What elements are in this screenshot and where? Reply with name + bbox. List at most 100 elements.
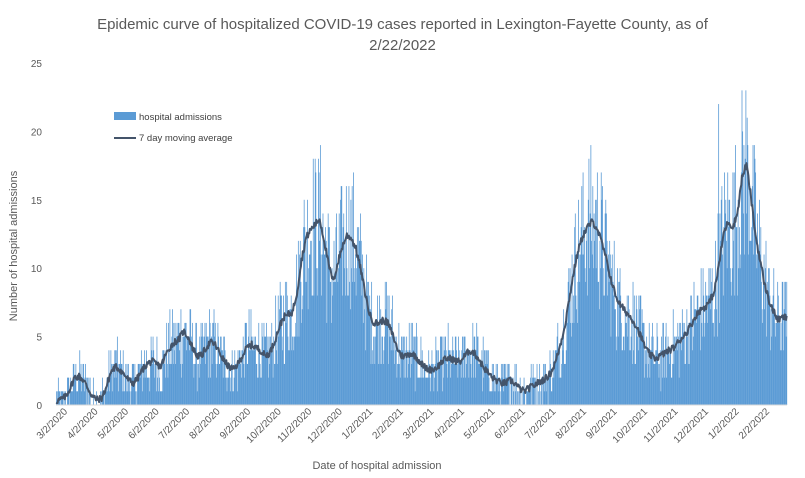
admission-bar xyxy=(235,363,236,405)
admission-bar xyxy=(438,363,440,405)
admission-bar xyxy=(768,268,769,405)
x-axis-ticks: 3/2/20204/2/20205/2/20206/2/20207/2/2020… xyxy=(35,406,773,446)
admission-bar xyxy=(493,363,494,405)
admission-bar xyxy=(757,213,758,405)
admission-bar xyxy=(710,309,712,405)
admission-bar xyxy=(254,336,256,405)
admission-bar xyxy=(441,336,443,405)
admission-bar xyxy=(195,322,197,405)
admission-bar xyxy=(174,322,176,405)
admission-bar xyxy=(183,336,184,405)
admission-bar xyxy=(643,322,645,405)
admission-bar xyxy=(57,377,59,405)
admission-bar xyxy=(604,213,606,405)
admission-bar xyxy=(417,377,419,405)
admission-bar xyxy=(318,172,320,405)
admission-bar xyxy=(476,336,478,405)
admission-bar xyxy=(340,186,342,405)
admission-bar xyxy=(310,240,312,405)
admission-bar xyxy=(614,309,616,405)
admission-bar xyxy=(347,295,349,405)
admission-bar xyxy=(120,350,122,405)
admission-bar xyxy=(755,254,757,405)
admission-bar xyxy=(638,295,640,405)
admission-bar xyxy=(487,350,489,405)
admission-bar xyxy=(467,350,469,405)
admission-bar xyxy=(115,350,116,405)
admission-bar xyxy=(409,350,411,405)
admission-bar xyxy=(724,213,726,405)
admission-bar xyxy=(727,172,729,405)
admission-bar xyxy=(368,309,370,405)
admission-bar xyxy=(574,213,576,405)
admission-bar xyxy=(784,281,786,405)
admission-bar xyxy=(116,350,118,405)
admission-bar xyxy=(364,295,366,405)
admission-bar xyxy=(513,391,515,405)
admission-bar xyxy=(664,377,666,405)
admission-bar xyxy=(716,309,718,405)
admission-bar xyxy=(150,363,151,405)
x-tick-label: 2/2/2022 xyxy=(737,406,773,442)
admission-bar xyxy=(569,295,570,405)
admission-bar xyxy=(442,336,444,405)
admission-bar xyxy=(208,377,210,405)
admission-bar xyxy=(756,268,758,405)
admission-bar xyxy=(714,309,716,405)
admission-bar xyxy=(250,309,252,405)
admission-bar xyxy=(222,377,224,405)
admission-bar xyxy=(583,254,585,405)
admission-bar xyxy=(571,254,573,405)
admission-bar xyxy=(628,295,629,405)
admission-bar xyxy=(406,336,408,405)
admission-bar xyxy=(277,363,278,405)
admission-bar xyxy=(473,336,475,405)
admission-bar xyxy=(770,309,772,405)
admission-bar xyxy=(467,350,469,405)
admission-bar xyxy=(468,377,470,405)
admission-bar xyxy=(262,350,264,405)
admission-bar xyxy=(111,363,112,405)
admission-bar xyxy=(353,172,354,405)
admission-bar xyxy=(233,377,235,405)
admission-bar xyxy=(213,309,215,405)
admission-bar xyxy=(744,158,746,405)
admission-bar xyxy=(767,295,769,405)
admission-bar xyxy=(386,322,388,405)
admission-bar xyxy=(729,268,731,405)
admission-bar xyxy=(139,363,140,405)
admission-bar xyxy=(253,350,255,405)
admission-bar xyxy=(261,322,263,405)
admission-bar xyxy=(741,90,743,406)
admission-bar xyxy=(695,309,697,405)
admission-bar xyxy=(653,363,655,405)
admission-bar xyxy=(281,336,283,405)
admission-bar xyxy=(380,363,382,405)
admission-bar xyxy=(469,350,470,405)
y-tick-label: 10 xyxy=(31,264,43,275)
admission-bar xyxy=(652,336,654,405)
admission-bar xyxy=(231,350,233,405)
admission-bar xyxy=(648,363,649,405)
admission-bar xyxy=(779,322,781,405)
admission-bar xyxy=(484,350,485,405)
admission-bar xyxy=(321,295,323,405)
admission-bar xyxy=(635,295,637,405)
admission-bar xyxy=(529,391,531,405)
admission-bar xyxy=(489,391,491,405)
admission-bar xyxy=(702,268,704,405)
admission-bar xyxy=(227,377,229,405)
admission-bar xyxy=(315,172,317,405)
admission-bar xyxy=(673,363,675,405)
admission-bar xyxy=(255,363,257,405)
admission-bar xyxy=(171,336,173,405)
admission-bar xyxy=(199,336,201,405)
admission-bar xyxy=(70,391,72,405)
admission-bar xyxy=(463,377,465,405)
admission-bar xyxy=(763,254,765,405)
admission-bar xyxy=(609,254,611,405)
admission-bar xyxy=(496,377,498,405)
admission-bar xyxy=(694,309,696,405)
admission-bar xyxy=(557,322,559,405)
